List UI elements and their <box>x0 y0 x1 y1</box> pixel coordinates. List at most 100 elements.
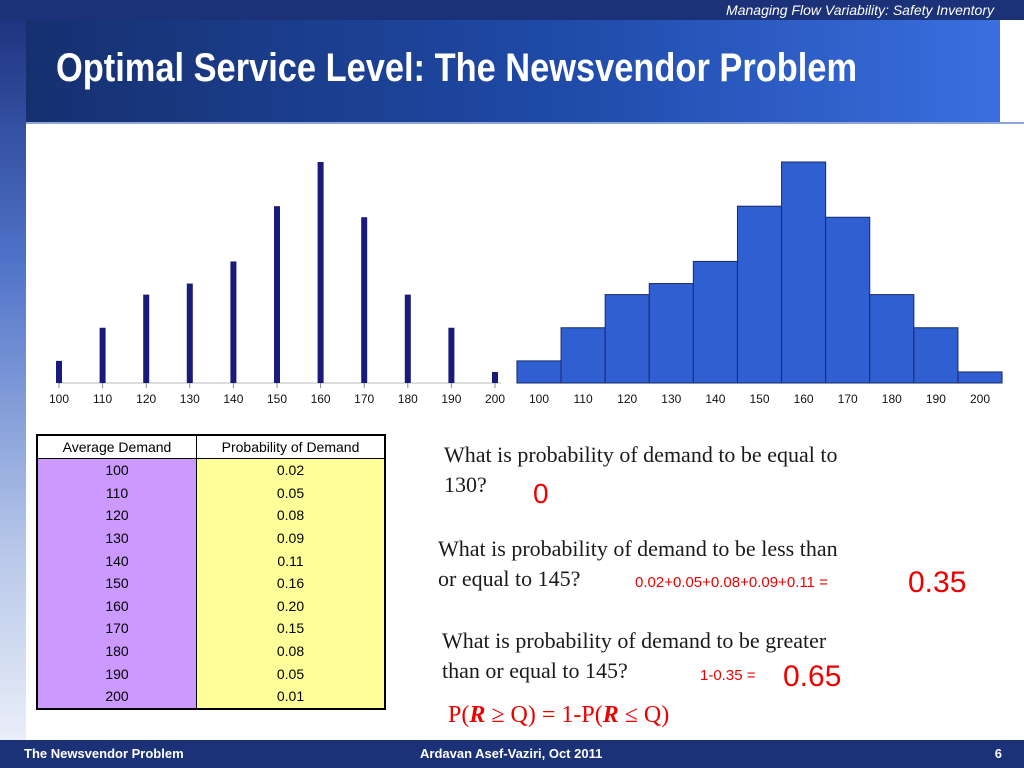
x-tick-label: 150 <box>267 392 287 406</box>
x-tick-label: 120 <box>136 392 156 406</box>
x-tick-label: 200 <box>970 392 990 406</box>
question-3: What is probability of demand to be grea… <box>442 626 826 686</box>
slide-title: Optimal Service Level: The Newsvendor Pr… <box>56 46 858 90</box>
answer-2: 0.35 <box>908 566 967 599</box>
title-banner <box>26 20 1000 122</box>
cell-average-demand: 100 <box>37 458 197 482</box>
footer-topic: The Newsvendor Problem <box>24 746 184 761</box>
cell-probability: 0.09 <box>196 526 385 550</box>
title-divider <box>26 122 1024 144</box>
answer-3: 0.65 <box>783 660 842 693</box>
chart-bar <box>781 161 827 384</box>
chart-bar <box>604 294 650 384</box>
chart-bar <box>186 283 193 383</box>
table-row: 130 0.09 <box>37 526 385 550</box>
footer-bar: The Newsvendor Problem Ardavan Asef-Vazi… <box>0 740 1024 768</box>
chart-bar <box>648 283 694 384</box>
x-tick-label: 100 <box>529 392 549 406</box>
x-tick-label: 120 <box>617 392 637 406</box>
question-1: What is probability of demand to be equa… <box>444 440 837 500</box>
question-3-line-2: than or equal to 145? <box>442 658 628 683</box>
cell-probability: 0.20 <box>196 594 385 618</box>
cell-probability: 0.05 <box>196 662 385 685</box>
cell-probability: 0.02 <box>196 458 385 482</box>
x-tick-label: 130 <box>661 392 681 406</box>
cell-probability: 0.05 <box>196 481 385 505</box>
chart-bar <box>404 294 411 383</box>
cell-average-demand: 130 <box>37 526 197 550</box>
cell-average-demand: 120 <box>37 504 197 527</box>
cell-average-demand: 200 <box>37 684 197 709</box>
x-tick-label: 110 <box>93 392 112 406</box>
x-tick-label: 140 <box>223 392 243 406</box>
cell-average-demand: 160 <box>37 594 197 618</box>
cell-average-demand: 110 <box>37 481 197 505</box>
table-row: 170 0.15 <box>37 617 385 640</box>
chart-bar <box>99 327 106 383</box>
formula-part-mid: ≥ Q) = 1-P( <box>485 702 603 728</box>
chart-bar <box>317 162 324 383</box>
page-number: 6 <box>994 746 1002 761</box>
table-row: 190 0.05 <box>37 662 385 685</box>
question-3-work: 1-0.35 = <box>700 667 756 684</box>
x-tick-label: 110 <box>574 392 593 406</box>
table-row: 140 0.11 <box>37 549 385 572</box>
demand-probability-table: Average Demand Probability of Demand 100… <box>36 434 386 710</box>
table-row: 150 0.16 <box>37 571 385 595</box>
left-decorative-strip <box>0 0 26 740</box>
chart-bar <box>560 327 606 384</box>
table-row: 200 0.01 <box>37 684 385 709</box>
x-tick-label: 180 <box>882 392 902 406</box>
x-tick-label: 140 <box>705 392 725 406</box>
chart-bar <box>957 371 1003 384</box>
formula-variable-r-2: R <box>602 702 619 728</box>
cell-average-demand: 140 <box>37 549 197 572</box>
x-tick-label: 160 <box>311 392 331 406</box>
chart-bar <box>361 217 368 383</box>
chart-bar <box>274 206 280 383</box>
x-tick-label: 200 <box>485 392 505 406</box>
chart-bar <box>143 294 150 383</box>
distribution-histogram-chart: 100 110 120 130 140 150 160 170 180 190 200 <box>516 161 1003 406</box>
chart-bar <box>692 260 738 384</box>
question-1-line-1: What is probability of demand to be equa… <box>444 442 838 467</box>
table-row: 100 0.02 <box>37 458 385 482</box>
table-header-probability: Probability of Demand <box>196 434 386 459</box>
course-caption: Managing Flow Variability: Safety Invent… <box>726 2 994 18</box>
cell-probability: 0.11 <box>196 549 385 572</box>
complement-formula: P(R ≥ Q) = 1-P(R ≤ Q) <box>448 702 669 729</box>
question-3-line-1: What is probability of demand to be grea… <box>442 628 827 653</box>
question-2-work: 0.02+0.05+0.08+0.09+0.11 = <box>635 574 828 591</box>
x-tick-label: 170 <box>354 392 374 406</box>
x-tick-label: 160 <box>794 392 814 406</box>
x-tick-label: 150 <box>749 392 769 406</box>
footer-author: Ardavan Asef-Vaziri, Oct 2011 <box>420 746 603 761</box>
table-row: 160 0.20 <box>37 594 385 618</box>
chart-bar <box>56 360 62 383</box>
answer-1: 0 <box>533 478 549 509</box>
top-header-bar: Managing Flow Variability: Safety Invent… <box>0 0 1024 20</box>
table-row: 120 0.08 <box>37 504 385 527</box>
table-header-average-demand: Average Demand <box>36 434 197 459</box>
chart-bar <box>869 294 915 384</box>
table-row: 180 0.08 <box>37 639 385 663</box>
chart-bar <box>825 216 871 384</box>
question-2-line-2: or equal to 145? <box>438 566 581 591</box>
cell-probability: 0.16 <box>196 571 385 595</box>
question-1-line-2: 130? <box>444 472 487 497</box>
formula-part-end: ≤ Q) <box>618 702 670 728</box>
x-tick-label: 190 <box>441 392 461 406</box>
cell-average-demand: 150 <box>37 571 197 595</box>
cell-average-demand: 180 <box>37 639 197 663</box>
cell-average-demand: 190 <box>37 662 197 685</box>
x-tick-label: 170 <box>838 392 858 406</box>
cell-probability: 0.08 <box>196 639 385 663</box>
x-tick-label: 190 <box>926 392 946 406</box>
question-2-line-1: What is probability of demand to be less… <box>438 536 838 561</box>
chart-bar <box>448 327 455 383</box>
formula-part-open: P( <box>448 702 470 728</box>
chart-bar <box>516 360 562 384</box>
distribution-spike-chart: 100 110 120 130 140 150 160 170 180 190 200 <box>49 162 505 406</box>
question-2: What is probability of demand to be less… <box>438 534 838 594</box>
table-row: 110 0.05 <box>37 481 385 505</box>
